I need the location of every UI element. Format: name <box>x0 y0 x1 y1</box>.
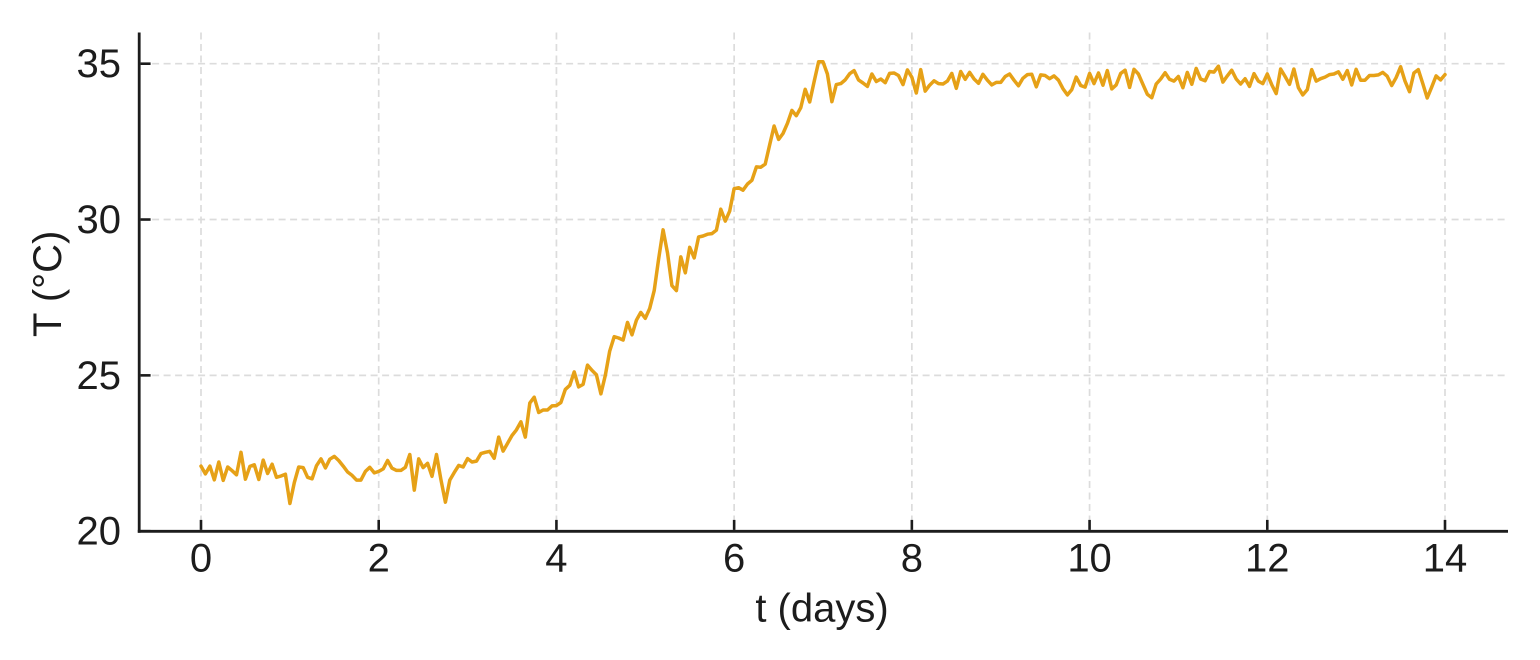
x-tick-label: 10 <box>1067 536 1112 580</box>
y-tick-label: 20 <box>77 510 122 554</box>
x-tick-label: 4 <box>545 536 567 580</box>
y-tick-label: 30 <box>77 198 122 242</box>
y-tick-label: 25 <box>77 354 122 398</box>
x-tick-label: 0 <box>190 536 212 580</box>
spine-layer <box>137 32 1508 533</box>
x-tick-label: 8 <box>901 536 923 580</box>
x-tick-label: 2 <box>368 536 390 580</box>
series-layer <box>199 60 1447 506</box>
x-tick-label: 12 <box>1245 536 1290 580</box>
y-tick-label: 35 <box>77 42 122 86</box>
x-axis-title: t (days) <box>755 586 888 630</box>
y-axis-title: T (°C) <box>26 231 70 337</box>
x-tick-label: 14 <box>1423 536 1468 580</box>
tick-label-layer: 0 2 4 6 8 10 12 14 20 25 30 35 <box>77 42 1468 580</box>
tick-layer <box>140 62 1447 533</box>
temperature-series-line <box>199 60 1447 506</box>
x-tick-label: 6 <box>723 536 745 580</box>
grid-layer <box>140 32 1508 533</box>
